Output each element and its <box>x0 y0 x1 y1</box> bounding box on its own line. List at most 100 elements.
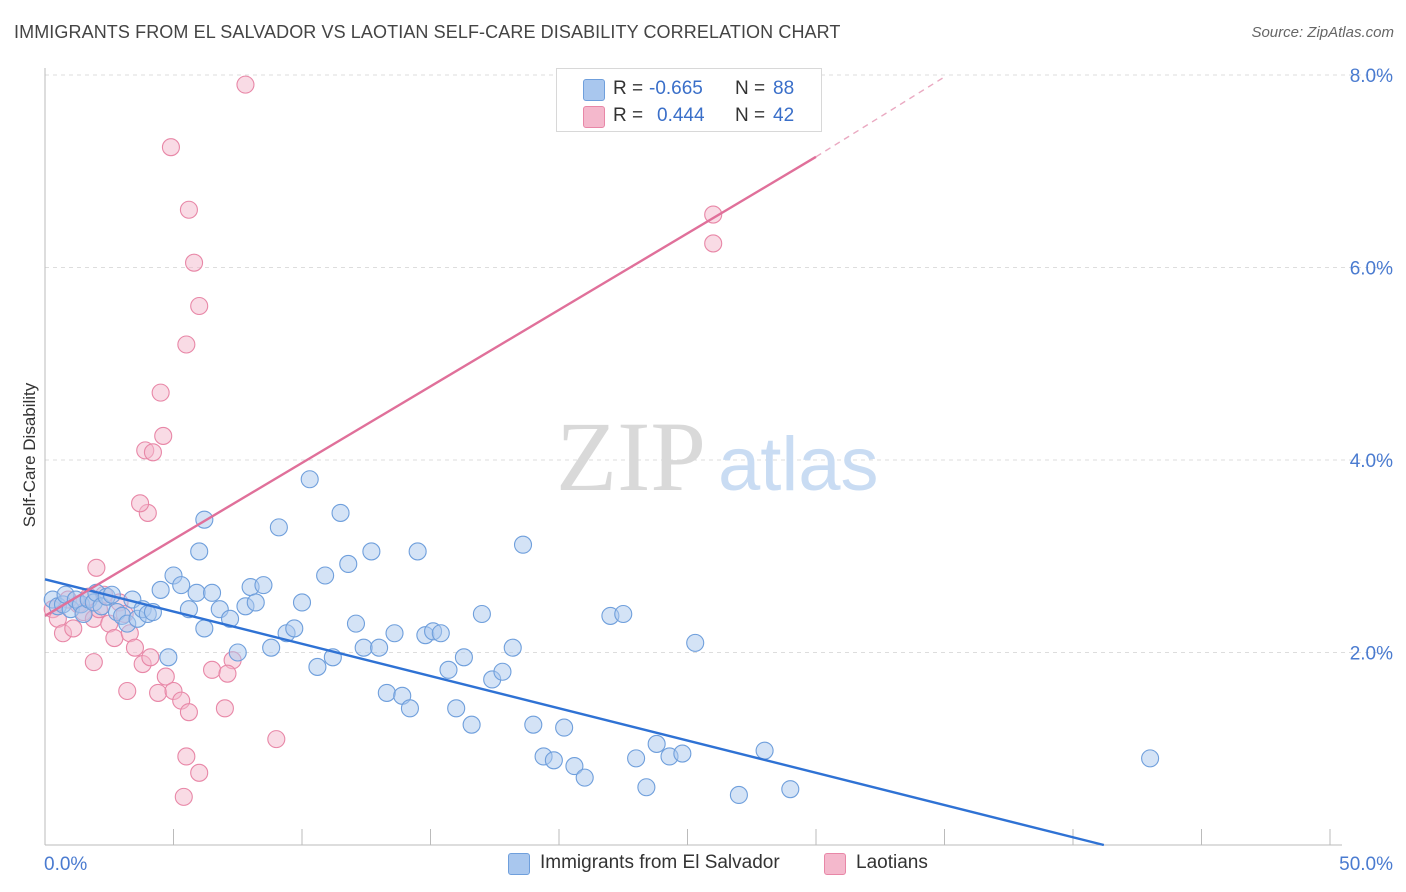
point-el-salvador <box>377 683 396 702</box>
point-laotians <box>174 787 193 806</box>
point-el-salvador <box>385 624 404 643</box>
point-laotians <box>236 75 255 94</box>
point-laotians <box>218 664 237 683</box>
trend-line-laotians <box>44 155 817 617</box>
trend-line-laotians-extension <box>815 76 945 158</box>
point-el-salvador <box>331 503 350 522</box>
point-laotians <box>185 253 204 272</box>
point-el-salvador <box>647 734 666 753</box>
point-el-salvador <box>370 638 389 657</box>
point-el-salvador <box>781 780 800 799</box>
point-el-salvador <box>637 778 656 797</box>
grid-lines <box>45 74 1392 653</box>
bottom-swatch-laotians <box>824 853 846 875</box>
point-laotians <box>190 296 209 316</box>
legend-swatch-el-salvador <box>583 79 605 101</box>
point-el-salvador <box>151 580 170 599</box>
y-tick-label: 6.0% <box>1350 259 1393 280</box>
point-el-salvador <box>220 609 240 628</box>
point-laotians <box>267 730 286 749</box>
point-el-salvador <box>673 744 692 763</box>
point-laotians <box>141 648 160 667</box>
point-el-salvador <box>190 542 209 561</box>
bottom-legend-label-laotians: Laotians <box>856 852 928 873</box>
point-el-salvador <box>555 718 574 737</box>
point-el-salvador <box>431 624 450 643</box>
point-laotians <box>704 205 723 224</box>
point-el-salvador <box>172 576 191 595</box>
point-el-salvador <box>346 614 366 633</box>
series-el-salvador-points <box>43 470 1160 805</box>
point-el-salvador <box>544 751 563 770</box>
watermark: ZIP atlas <box>556 401 879 512</box>
legend-swatch-laotians <box>583 106 605 128</box>
point-el-salvador <box>292 593 312 612</box>
point-laotians <box>177 747 196 766</box>
point-el-salvador <box>503 638 522 657</box>
point-el-salvador <box>439 660 458 679</box>
point-el-salvador <box>316 566 335 585</box>
point-laotians <box>177 335 196 354</box>
point-el-salvador <box>285 619 304 638</box>
trend-lines <box>44 76 1105 847</box>
point-laotians <box>87 558 106 577</box>
point-el-salvador <box>228 643 247 662</box>
point-el-salvador <box>454 648 473 667</box>
legend-n-label: N = <box>735 78 766 99</box>
point-el-salvador <box>269 518 288 537</box>
point-el-salvador <box>400 699 419 718</box>
point-el-salvador <box>565 757 584 776</box>
point-el-salvador <box>308 657 327 676</box>
point-el-salvador <box>262 638 281 657</box>
point-el-salvador <box>354 638 373 657</box>
point-el-salvador <box>686 633 705 652</box>
point-el-salvador <box>755 741 774 760</box>
y-axis-title: Self-Care Disability <box>20 382 39 527</box>
point-laotians <box>154 426 173 445</box>
legend-n-value: 88 <box>773 78 795 99</box>
legend-n-label: N = <box>735 105 766 126</box>
point-laotians <box>84 653 103 672</box>
tick-labels: 2.0% 4.0% 6.0% 8.0% 0.0% 50.0% <box>44 66 1393 875</box>
point-el-salvador <box>339 554 358 574</box>
point-laotians <box>203 660 222 679</box>
point-laotians <box>118 681 137 701</box>
point-laotians <box>161 138 180 157</box>
point-laotians <box>151 383 170 402</box>
watermark-zip: ZIP <box>556 401 706 512</box>
point-el-salvador <box>159 648 178 667</box>
point-laotians <box>105 629 124 648</box>
bottom-swatch-el-salvador <box>508 853 530 875</box>
legend-r-value: 0.444 <box>657 105 705 126</box>
point-laotians <box>143 443 162 462</box>
y-tick-label: 2.0% <box>1350 644 1393 665</box>
point-el-salvador <box>254 576 273 595</box>
point-el-salvador <box>614 604 633 624</box>
point-el-salvador <box>300 470 319 489</box>
legend-r-label: R = <box>613 105 644 126</box>
trend-line-el-salvador <box>44 578 1105 847</box>
point-el-salvador <box>462 715 481 734</box>
point-el-salvador <box>195 619 214 638</box>
watermark-atlas: atlas <box>718 422 879 507</box>
point-laotians <box>704 234 723 253</box>
point-el-salvador <box>472 604 491 624</box>
point-laotians <box>179 703 198 722</box>
point-laotians <box>179 200 198 219</box>
point-el-salvador <box>187 583 206 602</box>
point-laotians <box>190 763 209 782</box>
point-laotians <box>149 683 168 702</box>
point-laotians <box>64 619 83 638</box>
x-tick-label-max: 50.0% <box>1339 854 1393 875</box>
point-el-salvador <box>493 662 512 681</box>
point-el-salvador <box>362 542 381 561</box>
point-el-salvador <box>408 542 427 561</box>
point-laotians <box>131 494 150 513</box>
point-el-salvador <box>1141 749 1160 768</box>
source-label: Source: ZipAtlas.com <box>1251 24 1394 41</box>
point-laotians <box>125 638 144 657</box>
point-el-salvador <box>447 699 466 718</box>
legend-r-label: R = <box>613 78 644 99</box>
point-el-salvador <box>524 715 543 734</box>
